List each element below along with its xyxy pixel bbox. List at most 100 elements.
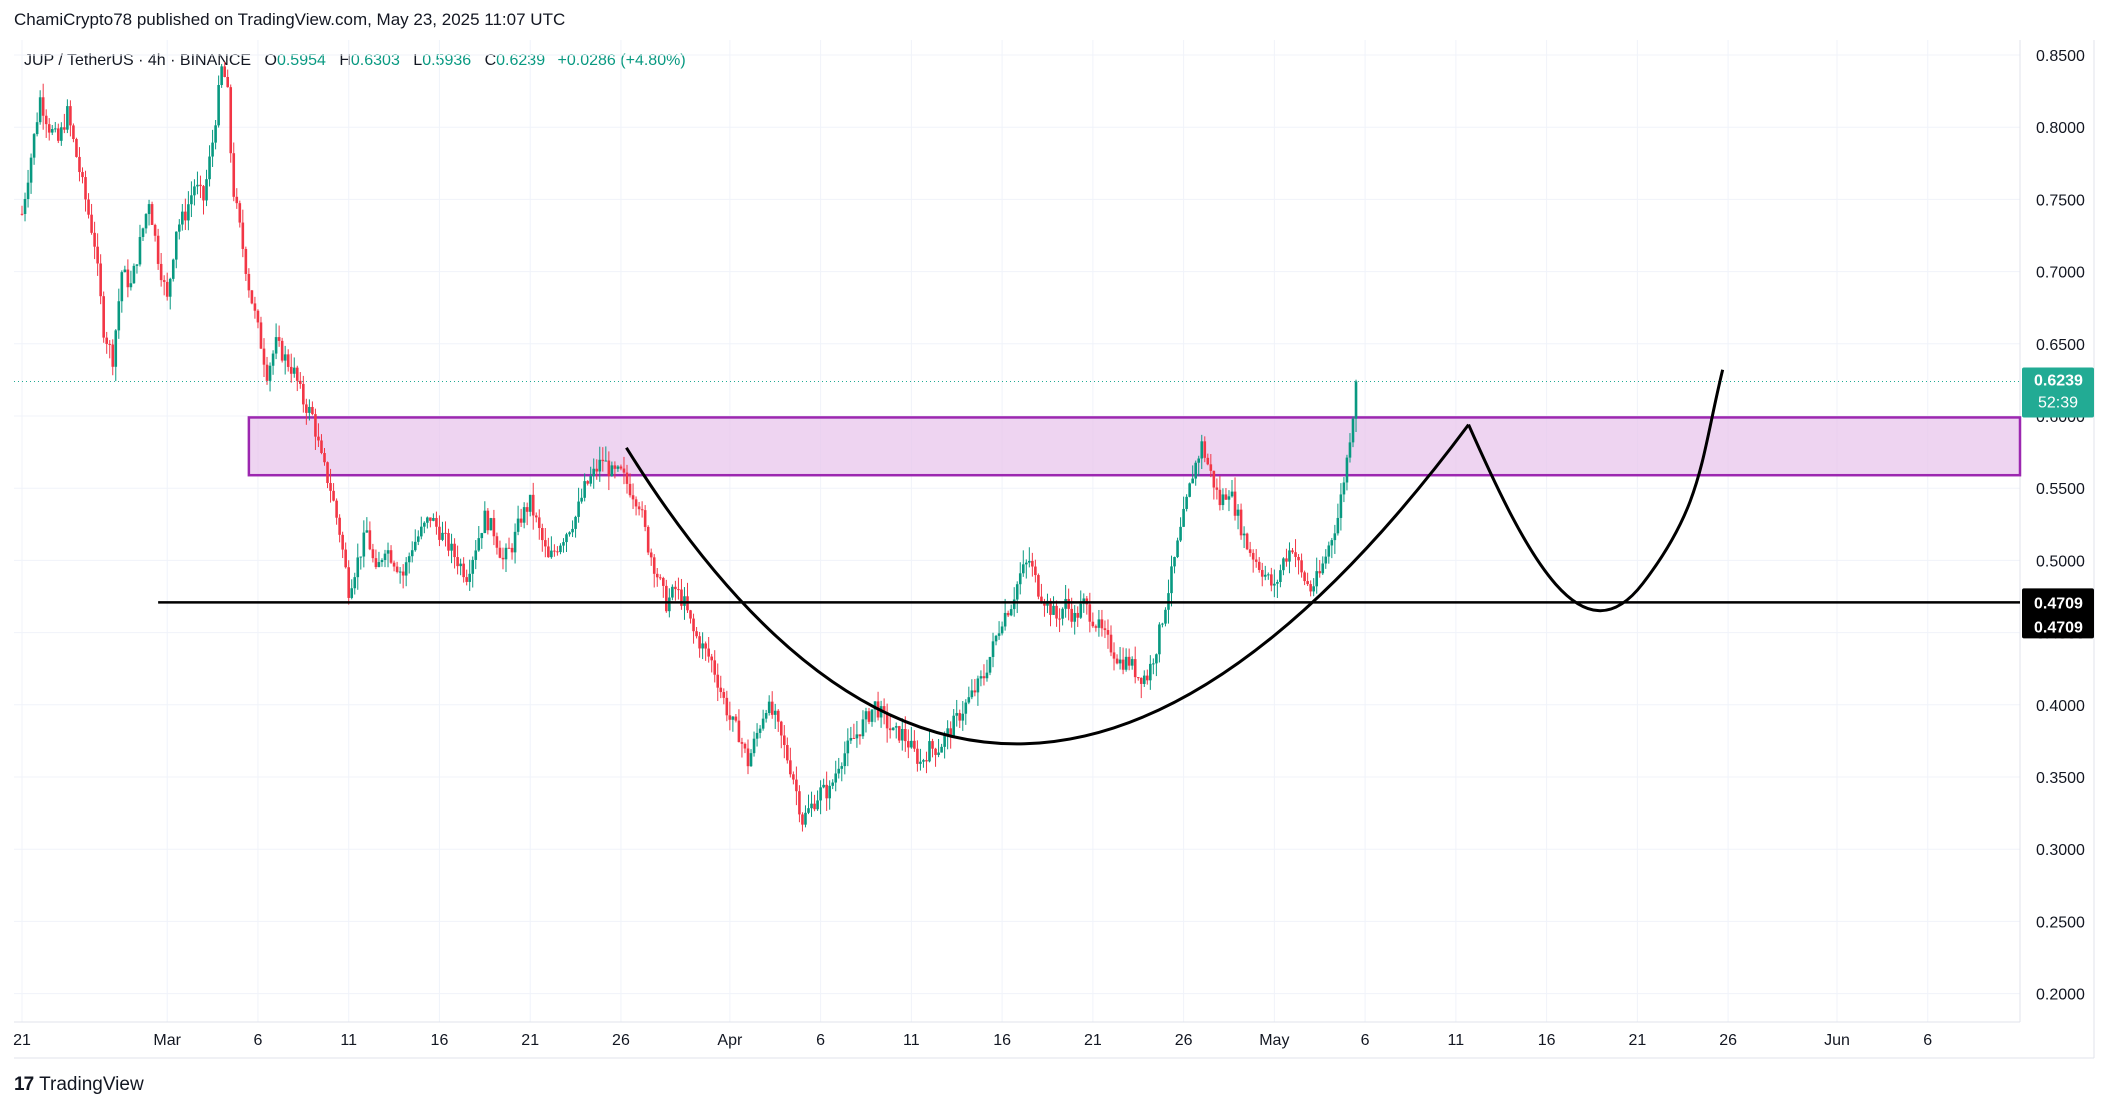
time-tick-label: 6: [253, 1032, 262, 1049]
candle-body: [643, 510, 647, 527]
candle-body: [1076, 612, 1080, 618]
candle-body: [501, 557, 505, 560]
candle-body: [305, 404, 308, 413]
candle-body: [522, 507, 526, 523]
candle-body: [29, 157, 33, 183]
candle-body: [840, 766, 844, 769]
support-level-value: 0.4709: [2034, 595, 2083, 612]
candle-body: [1203, 441, 1207, 458]
candle-body: [665, 585, 668, 612]
candle-body: [858, 734, 862, 737]
candle-body: [416, 536, 420, 542]
candle-body: [1088, 604, 1092, 622]
candle-body: [84, 177, 87, 200]
candle-body: [456, 557, 459, 567]
candle-body: [383, 553, 387, 560]
candle-body: [35, 122, 39, 135]
candle-body: [1227, 496, 1231, 500]
last-price-badge[interactable]: [2022, 367, 2094, 418]
candle-body: [810, 803, 813, 809]
candle-body: [864, 711, 868, 720]
candle-body: [368, 530, 372, 550]
cup-curve[interactable]: [625, 423, 1470, 746]
candle-body: [1309, 584, 1312, 592]
candle-body: [444, 532, 447, 534]
candle-body: [235, 196, 239, 204]
price-tick-label: 0.3000: [2036, 842, 2085, 859]
candle-body: [504, 547, 508, 560]
candle-body: [105, 337, 108, 344]
candle-body: [1215, 487, 1219, 490]
candle-body: [244, 248, 248, 274]
candle-body: [652, 557, 656, 574]
handle-curve[interactable]: [1467, 369, 1725, 613]
candle-body: [1158, 624, 1161, 655]
candle-body: [371, 549, 375, 559]
candle-body: [1052, 605, 1055, 615]
candle-body: [571, 528, 574, 533]
candle-body: [72, 125, 75, 139]
tradingview-footer[interactable]: 17 TradingView: [14, 1074, 144, 1096]
candle-body: [404, 562, 408, 576]
candle-body: [855, 734, 859, 739]
legend-high-value: 0.6303: [350, 52, 400, 69]
candle-body: [786, 745, 789, 761]
candle-body: [1009, 609, 1013, 616]
candle-body: [1221, 494, 1225, 506]
candle-body: [1282, 558, 1285, 571]
candle-body: [1345, 457, 1349, 483]
candle-body: [1233, 491, 1237, 516]
resistance-zone[interactable]: [247, 416, 2022, 477]
candle-body: [671, 586, 674, 598]
candle-body: [162, 280, 166, 282]
support-level-badge[interactable]: [2022, 588, 2094, 639]
candle-body: [631, 495, 635, 500]
candle-body: [1118, 659, 1122, 664]
candle-body: [429, 517, 432, 521]
candle-body: [1124, 656, 1128, 670]
candle-body: [580, 497, 583, 502]
candle-body: [801, 814, 804, 825]
candle-body: [477, 538, 481, 551]
candle-body: [1267, 574, 1270, 576]
support-level-value-2: 0.4709: [2034, 619, 2083, 636]
time-tick-label: 21: [1084, 1032, 1102, 1049]
resistance-zone-box[interactable]: [247, 416, 2022, 477]
candle-body: [41, 97, 45, 116]
candle-body: [441, 532, 444, 540]
candle-body: [280, 340, 284, 361]
candle-body: [486, 510, 490, 531]
time-tick-label: 26: [1175, 1032, 1193, 1049]
candle-body: [256, 310, 260, 323]
candle-body: [816, 800, 819, 810]
candle-body: [516, 518, 520, 532]
candle-body: [894, 726, 898, 728]
time-axis[interactable]: 21 Mar 6 11 16 21 26 Apr 6 11 16 21 26 May 6 11 16 21 26 Ju…: [13, 1032, 1932, 1049]
candle-body: [1294, 552, 1297, 557]
candle-body: [997, 633, 1001, 636]
candle-body: [976, 678, 980, 693]
candle-body: [743, 743, 747, 749]
price-tick-label: 0.2000: [2036, 987, 2085, 1004]
candle-body: [1321, 563, 1325, 574]
candle-body: [492, 518, 496, 537]
candle-body: [259, 322, 263, 349]
candle-body: [779, 721, 783, 736]
candle-body: [126, 269, 130, 288]
candle-body: [459, 563, 462, 567]
candle-body: [1015, 584, 1019, 600]
legend-symbol[interactable]: JUP / TetherUS · 4h · BINANCE: [24, 52, 252, 69]
candle-body: [308, 406, 311, 413]
candle-body: [66, 106, 69, 130]
candle-body: [1276, 581, 1279, 584]
candle-body: [184, 211, 187, 221]
price-axis[interactable]: 0.85000.80000.75000.70000.65000.60000.55…: [2022, 48, 2094, 1004]
candle-body: [701, 643, 704, 649]
candle-body: [1348, 442, 1352, 458]
tradingview-logo-icon: 17: [14, 1074, 34, 1095]
drawings[interactable]: [14, 369, 2020, 746]
candle-body: [740, 742, 744, 744]
candle-body: [292, 367, 296, 374]
candle-body: [598, 459, 602, 472]
